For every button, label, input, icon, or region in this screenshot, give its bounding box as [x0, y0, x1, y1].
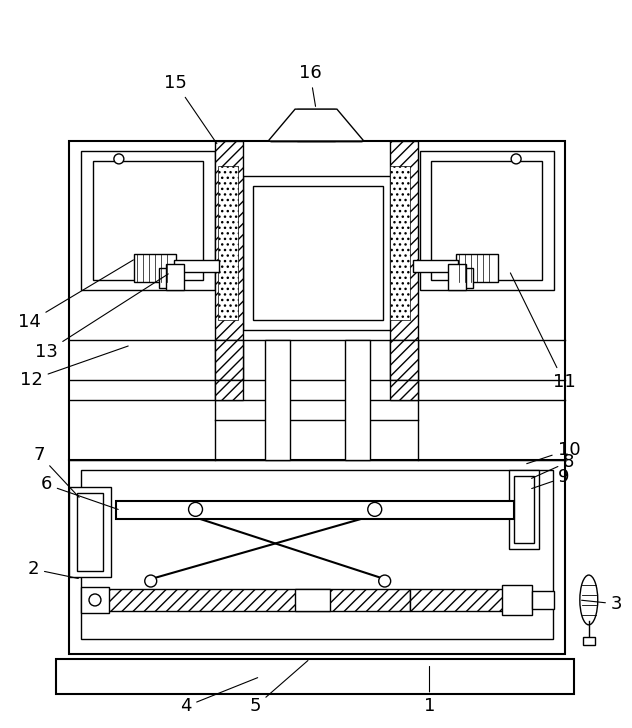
Circle shape	[368, 502, 382, 516]
Bar	[502, 585, 532, 615]
Text: 12: 12	[20, 346, 128, 389]
Bar	[166, 264, 183, 290]
Bar	[532, 591, 554, 609]
Bar	[295, 589, 330, 611]
Text: 4: 4	[180, 678, 258, 716]
Bar	[216, 340, 243, 380]
Bar	[390, 166, 410, 320]
Text: 7: 7	[33, 446, 79, 497]
Bar	[134, 255, 176, 282]
Bar	[253, 186, 383, 320]
Circle shape	[379, 575, 391, 587]
Bar	[514, 475, 534, 543]
Bar	[390, 340, 418, 380]
Bar	[410, 589, 504, 611]
Text: 8: 8	[532, 453, 574, 478]
Text: 11: 11	[511, 273, 575, 391]
Bar	[509, 470, 539, 549]
Text: 16: 16	[299, 64, 322, 106]
Bar	[432, 161, 542, 280]
Circle shape	[89, 594, 101, 606]
Polygon shape	[268, 109, 364, 141]
Text: 10: 10	[526, 440, 580, 464]
Bar	[216, 380, 243, 400]
Bar	[77, 494, 103, 571]
Bar	[216, 141, 243, 340]
Bar	[420, 151, 554, 290]
Bar	[116, 502, 514, 519]
Circle shape	[114, 154, 124, 164]
Bar	[174, 261, 219, 272]
Bar	[69, 488, 111, 577]
Bar	[390, 380, 418, 400]
Bar	[243, 176, 392, 331]
Ellipse shape	[580, 575, 598, 625]
Bar	[456, 255, 498, 282]
Text: 15: 15	[164, 74, 217, 143]
Bar	[583, 637, 595, 645]
Bar	[449, 264, 466, 290]
Bar	[81, 470, 553, 638]
Bar	[265, 340, 290, 459]
Text: 6: 6	[40, 475, 118, 510]
Bar	[69, 141, 565, 459]
Bar	[413, 261, 458, 272]
Bar	[93, 161, 204, 280]
Bar	[297, 109, 335, 141]
Circle shape	[188, 502, 202, 516]
Bar	[451, 269, 473, 288]
Text: 2: 2	[28, 560, 78, 579]
Text: 9: 9	[532, 469, 569, 488]
Bar	[81, 151, 216, 290]
Bar	[56, 659, 574, 694]
Bar	[345, 340, 370, 459]
Text: 14: 14	[18, 260, 133, 331]
Bar	[81, 587, 109, 613]
Text: 1: 1	[424, 666, 435, 716]
Circle shape	[145, 575, 157, 587]
Circle shape	[511, 154, 521, 164]
Text: 3: 3	[581, 595, 623, 613]
Bar	[69, 459, 565, 654]
Bar	[101, 589, 410, 611]
Text: 5: 5	[250, 660, 308, 716]
Text: 13: 13	[35, 274, 168, 361]
Bar	[159, 269, 181, 288]
Bar	[219, 166, 238, 320]
Bar	[390, 141, 418, 340]
